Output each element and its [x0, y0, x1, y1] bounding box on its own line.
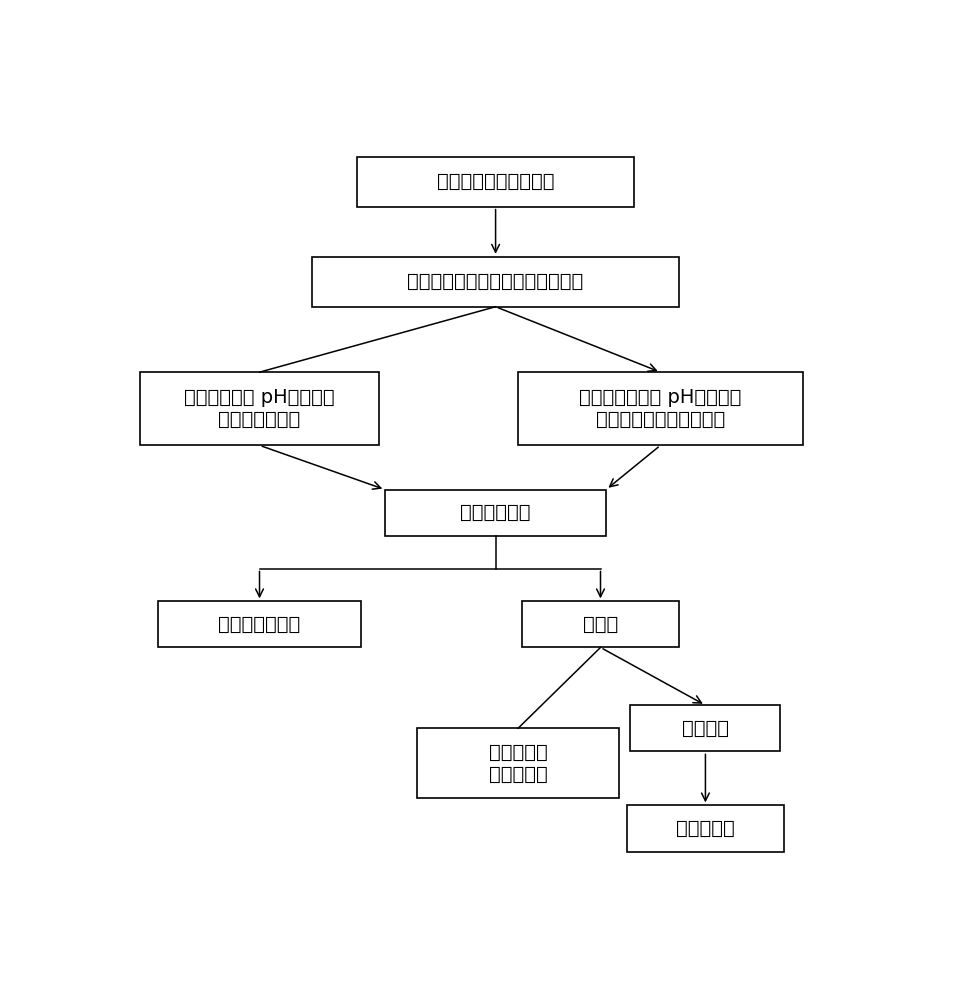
Bar: [159, 601, 361, 647]
Text: 滤渣（不溶物）: 滤渣（不溶物）: [219, 615, 301, 634]
Text: 定向酶切（控制 pH、温度、
加酶量、料液比、时间）: 定向酶切（控制 pH、温度、 加酶量、料液比、时间）: [579, 388, 742, 429]
Text: 上清液: 上清液: [583, 615, 618, 634]
Text: 预处理（清洗、切分、粉碎匀浆）: 预处理（清洗、切分、粉碎匀浆）: [407, 272, 584, 291]
Text: 鲐鱼鱼肉、内脏、头尾: 鲐鱼鱼肉、内脏、头尾: [437, 172, 554, 191]
Bar: [518, 372, 803, 445]
Text: 双缩脲法测
定多肽含量: 双缩脲法测 定多肽含量: [488, 742, 547, 783]
Text: 冷冻干燥: 冷冻干燥: [682, 719, 729, 738]
Bar: [417, 728, 619, 798]
Bar: [385, 490, 606, 536]
Text: 抗氧化活性: 抗氧化活性: [676, 819, 735, 838]
Bar: [139, 372, 379, 445]
Text: 酶灭活，离心: 酶灭活，离心: [460, 503, 531, 522]
Bar: [630, 705, 780, 751]
Bar: [627, 805, 784, 852]
Text: 水浸提（控制 pH、温度、
料液比、时间）: 水浸提（控制 pH、温度、 料液比、时间）: [184, 388, 335, 429]
Bar: [312, 257, 679, 307]
Bar: [357, 157, 634, 207]
Bar: [522, 601, 679, 647]
